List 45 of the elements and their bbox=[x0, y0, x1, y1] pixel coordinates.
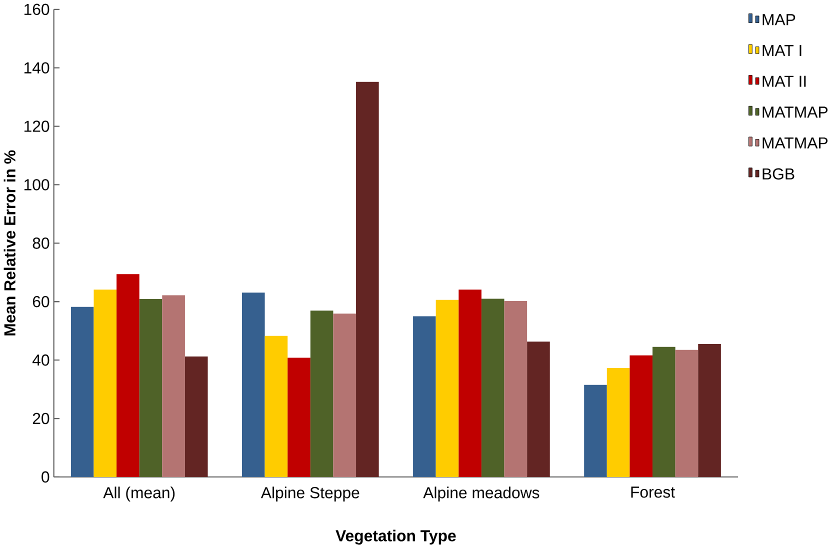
bar bbox=[698, 344, 721, 477]
x-tick-label: Alpine Steppe bbox=[260, 486, 360, 502]
bar bbox=[264, 336, 288, 477]
y-tick-label: 140 bbox=[24, 62, 50, 74]
bar bbox=[116, 274, 140, 477]
y-tick-label: 0 bbox=[42, 471, 50, 482]
y-tick-label: 20 bbox=[32, 412, 50, 424]
bar bbox=[606, 368, 630, 477]
bar bbox=[333, 313, 356, 477]
bar bbox=[458, 289, 482, 477]
y-tick-label: 100 bbox=[24, 178, 50, 190]
y-tick-label: 60 bbox=[32, 296, 50, 308]
bar bbox=[675, 350, 698, 477]
bar bbox=[94, 289, 117, 477]
x-tick-label: All (mean) bbox=[103, 486, 175, 502]
y-tick-label: 160 bbox=[24, 4, 50, 15]
bar bbox=[436, 300, 459, 477]
bar bbox=[310, 310, 334, 477]
bar bbox=[504, 300, 528, 477]
x-axis-title: Vegetation Type bbox=[336, 530, 456, 544]
x-tick-label: Forest bbox=[631, 486, 675, 498]
bar bbox=[162, 294, 185, 477]
y-tick-label: 40 bbox=[32, 354, 50, 366]
legend-label: MAP bbox=[762, 14, 796, 25]
y-tick-label: 120 bbox=[24, 120, 50, 132]
bar bbox=[630, 355, 653, 477]
legend-label: MATMAP bbox=[762, 106, 828, 118]
bar bbox=[139, 298, 162, 477]
bar bbox=[527, 341, 550, 477]
x-tick-label: Alpine meadows bbox=[423, 486, 540, 502]
bar bbox=[70, 306, 94, 477]
bar bbox=[242, 292, 265, 477]
bar bbox=[481, 298, 504, 477]
bar bbox=[584, 384, 607, 477]
bar bbox=[288, 358, 310, 477]
y-axis-title: Mean Relative Error in % bbox=[4, 150, 16, 336]
legend-label: MATMAP bbox=[762, 137, 828, 148]
bar bbox=[356, 82, 379, 477]
y-tick-label: 80 bbox=[32, 237, 50, 249]
bar bbox=[413, 316, 436, 477]
legend-label: MAT I bbox=[762, 44, 802, 56]
legend-label: BGB bbox=[762, 168, 794, 180]
legend-label: MAT II bbox=[762, 76, 806, 87]
bar bbox=[652, 346, 676, 477]
bar bbox=[184, 356, 208, 477]
